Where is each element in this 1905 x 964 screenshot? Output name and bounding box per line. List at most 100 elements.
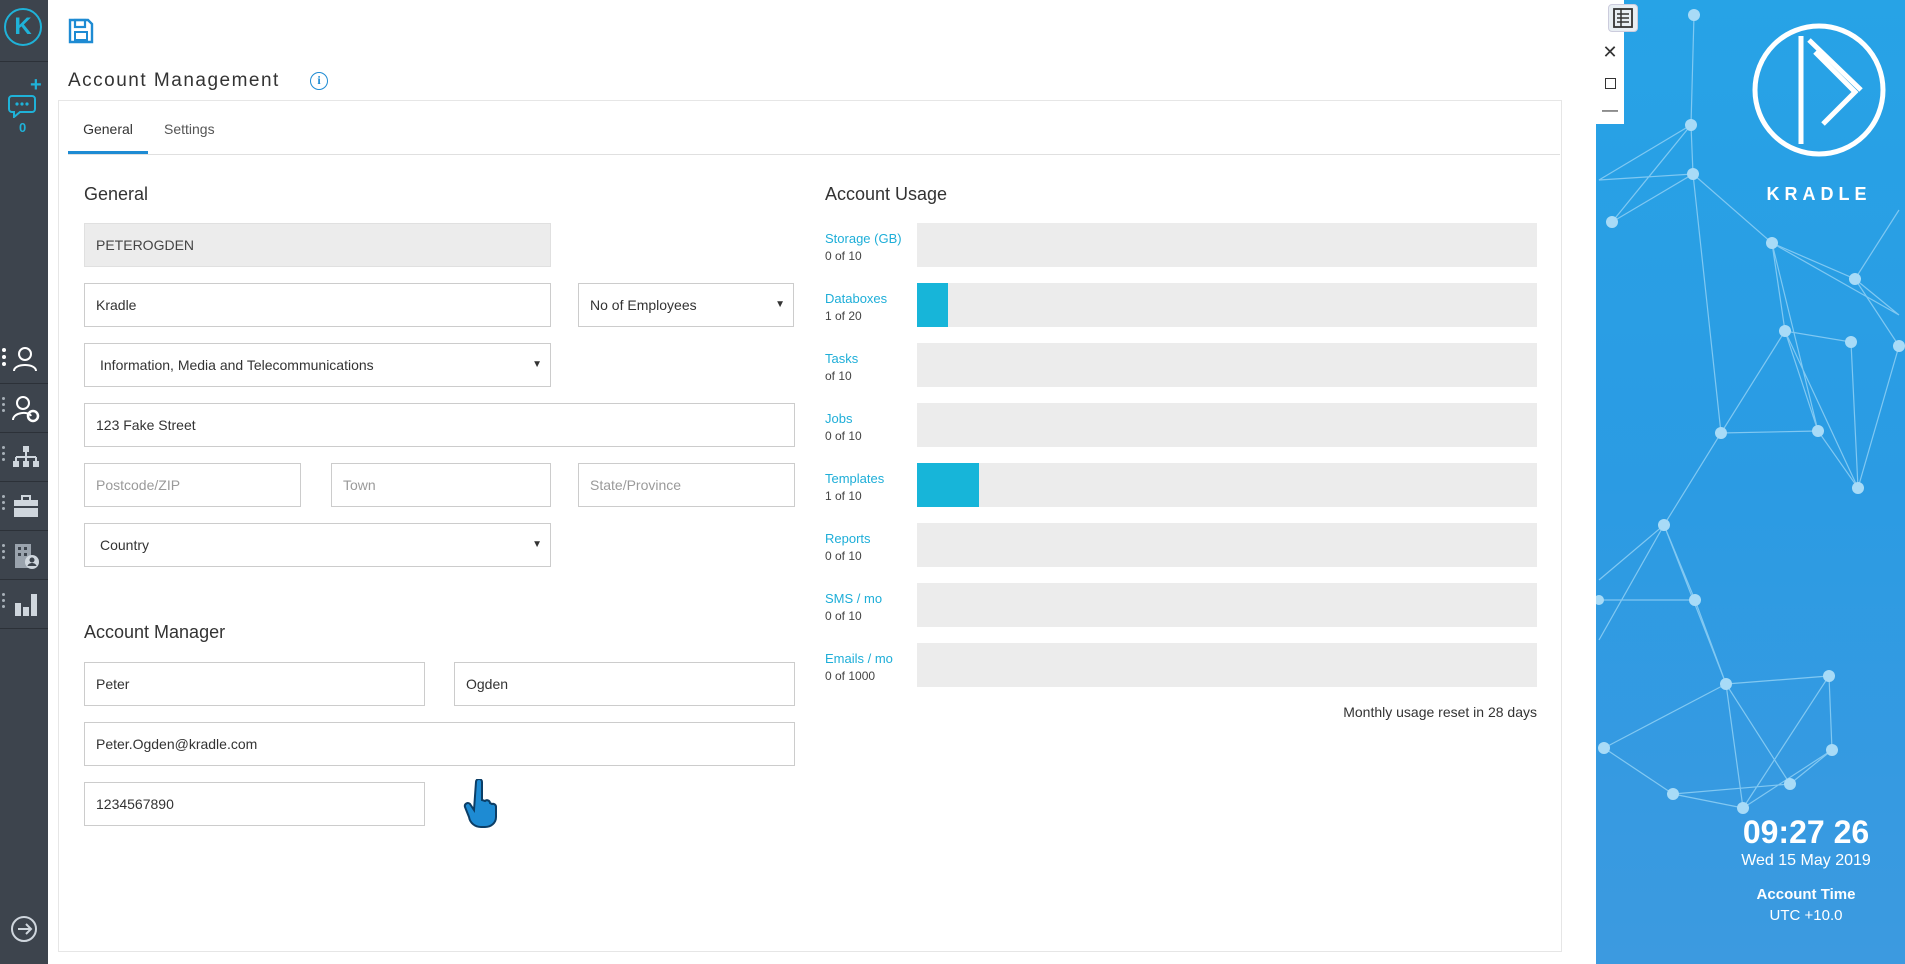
clock-label: Account Time xyxy=(1756,886,1856,903)
dropdown-caret-icon: ▼ xyxy=(532,359,542,370)
usage-value: 0 of 10 xyxy=(825,549,862,563)
usage-name[interactable]: SMS / mo xyxy=(825,591,883,606)
usage-bar xyxy=(917,523,1537,567)
usage-value: 1 of 20 xyxy=(825,309,862,323)
usage-bar xyxy=(917,463,1537,507)
tab-bar: General Settings xyxy=(68,105,1560,155)
email-field[interactable]: Peter.Ogden@kradle.com xyxy=(84,722,795,766)
usage-name[interactable]: Reports xyxy=(825,531,871,546)
address-field[interactable]: 123 Fake Street xyxy=(84,403,795,447)
company-field[interactable]: Kradle xyxy=(84,283,551,327)
clock-timezone: UTC +10.0 xyxy=(1769,907,1843,924)
usage-reset-note: Monthly usage reset in 28 days xyxy=(1343,704,1537,720)
kradle-brand-logo-icon xyxy=(1752,23,1886,157)
maximize-icon[interactable] xyxy=(1600,76,1620,94)
usage-row: Storage (GB) 0 of 10 xyxy=(825,223,1565,267)
usage-row: Emails / mo 0 of 1000 xyxy=(825,643,1565,687)
usage-bar xyxy=(917,283,1537,327)
usage-bar xyxy=(917,343,1537,387)
usage-row: Jobs 0 of 10 xyxy=(825,403,1565,447)
employees-select[interactable]: No of Employees ▼ xyxy=(578,283,794,327)
save-icon[interactable] xyxy=(68,18,94,44)
account-usage-heading: Account Usage xyxy=(825,184,948,204)
phone-field[interactable]: 1234567890 xyxy=(84,782,425,826)
panel-toggle-button[interactable] xyxy=(1608,4,1638,32)
usage-value: 0 of 10 xyxy=(825,249,862,263)
nav-item-reports[interactable] xyxy=(0,581,48,629)
usage-row: Reports 0 of 10 xyxy=(825,523,1565,567)
postcode-input[interactable] xyxy=(84,463,301,507)
list-panel-icon xyxy=(1613,8,1633,28)
main-content: Account Management i General Settings Ge… xyxy=(48,0,1596,964)
chat-bubble-icon xyxy=(8,95,36,118)
industry-select-value: Information, Media and Telecommunication… xyxy=(100,357,374,373)
first-name-field[interactable]: Peter xyxy=(84,662,425,706)
general-heading: General xyxy=(84,184,149,204)
usage-row: Templates 1 of 10 xyxy=(825,463,1565,507)
dropdown-caret-icon: ▼ xyxy=(532,539,542,550)
usage-bar xyxy=(917,643,1537,687)
usage-bar xyxy=(917,583,1537,627)
bar-chart-icon xyxy=(15,594,37,616)
usage-value: 0 of 10 xyxy=(825,429,862,443)
industry-select[interactable]: Information, Media and Telecommunication… xyxy=(84,343,551,387)
user-icon xyxy=(13,347,37,372)
brand-name: KRADLE xyxy=(1766,184,1872,204)
country-select[interactable]: Country ▼ xyxy=(84,523,551,567)
logout-icon[interactable] xyxy=(10,915,38,943)
dots-icon xyxy=(2,397,6,415)
dots-icon xyxy=(2,446,6,464)
nav-item-hierarchy[interactable] xyxy=(0,434,48,482)
network-background-icon xyxy=(1596,9,1905,814)
chat-button[interactable]: + 0 xyxy=(6,74,46,138)
nav-header: K xyxy=(0,0,48,62)
usage-row: Databoxes 1 of 20 xyxy=(825,283,1565,327)
tab-settings[interactable]: Settings xyxy=(164,121,215,137)
nav-item-user-settings[interactable] xyxy=(0,385,48,433)
usage-name[interactable]: Templates xyxy=(825,471,885,486)
clock-date: Wed 15 May 2019 xyxy=(1741,852,1871,869)
tab-general[interactable]: General xyxy=(68,121,148,154)
plus-icon[interactable]: + xyxy=(30,74,42,96)
usage-row: SMS / mo 0 of 10 xyxy=(825,583,1565,627)
kradle-logo-icon[interactable]: K xyxy=(4,8,42,46)
nav-item-building-user[interactable] xyxy=(0,532,48,580)
usage-value: 0 of 1000 xyxy=(825,669,876,683)
user-gear-icon xyxy=(12,396,40,423)
usage-value: of 10 xyxy=(825,369,852,383)
briefcase-icon xyxy=(14,495,38,517)
town-input[interactable] xyxy=(331,463,551,507)
usage-bar-fill xyxy=(917,463,979,507)
dropdown-caret-icon: ▼ xyxy=(775,299,785,310)
usage-bar xyxy=(917,223,1537,267)
info-icon[interactable]: i xyxy=(310,72,328,90)
left-nav: K + 0 xyxy=(0,0,48,964)
dots-icon xyxy=(2,348,6,369)
usage-name[interactable]: Databoxes xyxy=(825,291,888,306)
last-name-field[interactable]: Ogden xyxy=(454,662,795,706)
clock-time: 09:27 26 xyxy=(1742,814,1870,850)
dots-icon xyxy=(2,544,6,562)
close-icon[interactable]: ✕ xyxy=(1602,42,1618,62)
usage-row: Tasks of 10 xyxy=(825,343,1565,387)
usage-value: 1 of 10 xyxy=(825,489,862,503)
usage-name[interactable]: Storage (GB) xyxy=(825,231,902,246)
nav-item-briefcase[interactable] xyxy=(0,483,48,531)
country-select-value: Country xyxy=(100,537,150,553)
brand-panel: KRADLE 09:27 26 Wed 15 May 2019 Account … xyxy=(1596,0,1905,964)
pointer-hand-icon xyxy=(463,779,497,828)
usage-name[interactable]: Emails / mo xyxy=(825,651,893,666)
usage-name[interactable]: Tasks xyxy=(825,351,859,366)
dots-icon xyxy=(2,593,6,611)
dots-icon xyxy=(2,495,6,513)
page-title: Account Management xyxy=(68,70,280,91)
username-field: PETEROGDEN xyxy=(84,223,551,267)
nav-item-user[interactable] xyxy=(0,336,48,384)
building-user-icon xyxy=(15,544,39,569)
usage-value: 0 of 10 xyxy=(825,609,862,623)
usage-name[interactable]: Jobs xyxy=(825,411,853,426)
state-input[interactable] xyxy=(578,463,795,507)
account-manager-heading: Account Manager xyxy=(84,622,226,642)
minimize-icon[interactable]: — xyxy=(1602,102,1618,119)
